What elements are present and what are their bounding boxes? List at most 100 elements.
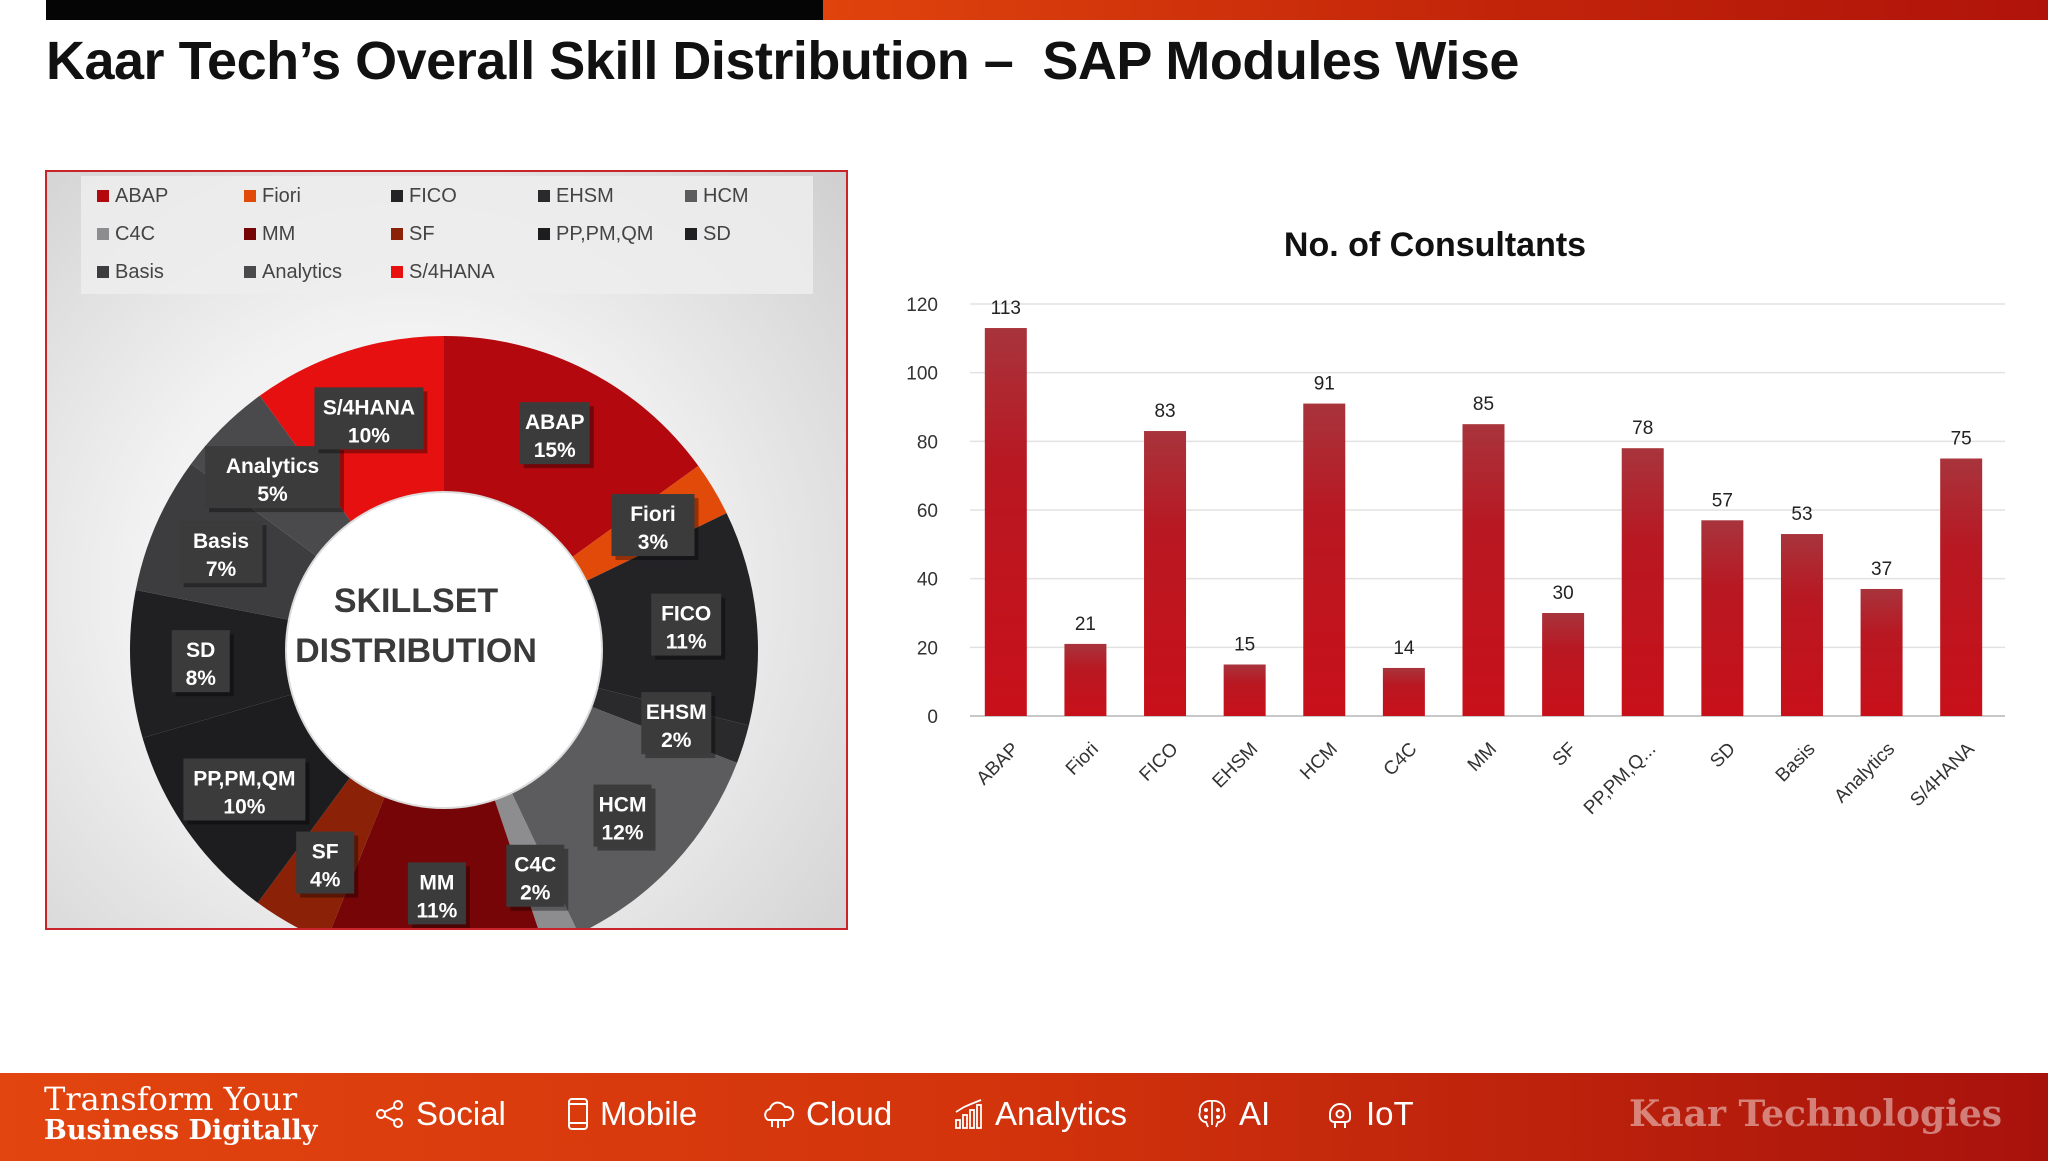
donut-data-label: S/4HANA 10% xyxy=(314,387,428,454)
y-tick-label: 20 xyxy=(917,638,938,659)
data-label-box xyxy=(641,692,712,755)
nav-mobile-label: Mobile xyxy=(600,1095,698,1132)
bar-s-4hana xyxy=(1940,458,1983,716)
data-label-percent: 11% xyxy=(666,631,707,654)
nav-ai-label: AI xyxy=(1239,1095,1271,1132)
legend-swatch xyxy=(391,190,403,202)
donut-data-label: Basis 7% xyxy=(179,521,267,588)
legend-label: FICO xyxy=(409,185,457,207)
donut-center-title: SKILLSET xyxy=(334,582,499,620)
analytics-icon xyxy=(955,1099,982,1129)
bar-value-label: 30 xyxy=(1553,583,1574,604)
legend-item: FICO xyxy=(391,185,457,207)
bar-value-label: 78 xyxy=(1632,418,1653,439)
legend-label: SF xyxy=(409,223,435,245)
x-tick-label: Fiori xyxy=(1062,739,1103,780)
data-label-name: PP,PM,QM xyxy=(193,767,295,790)
legend-item: Basis xyxy=(97,261,164,283)
data-label-box xyxy=(183,758,306,821)
data-label-percent: 3% xyxy=(638,531,669,554)
legend-label: C4C xyxy=(115,223,155,245)
data-label-percent: 10% xyxy=(348,424,390,447)
nav-social[interactable]: Social xyxy=(374,1095,506,1133)
data-label-box xyxy=(593,784,652,847)
data-label-box xyxy=(171,630,230,693)
bar-value-label: 85 xyxy=(1473,394,1494,415)
donut-data-label: Fiori 3% xyxy=(611,494,699,561)
footer-bar: Transform Your Business Digitally Social… xyxy=(0,1073,2048,1161)
legend-item: SD xyxy=(685,223,731,245)
y-tick-label: 0 xyxy=(927,707,938,728)
data-label-box xyxy=(179,521,263,584)
data-label-name: Analytics xyxy=(226,455,319,478)
legend-swatch xyxy=(244,228,256,240)
legend-item: EHSM xyxy=(538,185,614,207)
legend-item: S/4HANA xyxy=(391,261,495,283)
data-label-box xyxy=(205,446,341,509)
nav-analytics[interactable]: Analytics xyxy=(953,1095,1127,1133)
data-label-percent: 11% xyxy=(416,899,457,922)
legend-label: PP,PM,QM xyxy=(556,223,653,245)
x-tick-label: FICO xyxy=(1136,739,1183,786)
donut-chart: ABAP Fiori FICO EHSM HCM C4C MM SF PP,PM,QM SD Bas… xyxy=(81,176,813,928)
donut-data-label: FICO 11% xyxy=(651,593,726,660)
x-tick-label: SD xyxy=(1706,739,1740,773)
legend-item: MM xyxy=(244,223,295,245)
iot-icon xyxy=(1329,1103,1351,1128)
x-tick-label: PP,PM,Q... xyxy=(1580,739,1660,819)
legend-swatch xyxy=(391,228,403,240)
donut-hole xyxy=(287,493,601,807)
bar-value-label: 57 xyxy=(1712,490,1733,511)
x-tick-label: Basis xyxy=(1772,739,1820,787)
data-label-name: C4C xyxy=(514,854,556,877)
nav-iot[interactable]: IoT xyxy=(1324,1095,1414,1133)
data-label-name: HCM xyxy=(599,794,647,817)
data-label-name: MM xyxy=(419,871,454,894)
brain-icon xyxy=(1198,1099,1226,1128)
cloud-icon xyxy=(764,1101,795,1128)
legend-swatch xyxy=(244,266,256,278)
nav-ai[interactable]: AI xyxy=(1195,1095,1270,1133)
bar-fico xyxy=(1144,431,1187,716)
bar-sf xyxy=(1542,613,1585,716)
x-tick-label: S/4HANA xyxy=(1906,738,1979,811)
legend-swatch xyxy=(538,228,550,240)
bar-basis xyxy=(1780,534,1823,716)
data-label-box xyxy=(407,862,466,925)
data-label-percent: 15% xyxy=(534,439,576,462)
bar-hcm xyxy=(1303,403,1346,716)
bar-chart-panel: No. of Consultants 0 20 40 60 80 100 120 113 ABAP… xyxy=(870,200,2020,840)
data-label-percent: 12% xyxy=(602,822,644,845)
tagline-line2: Business Digitally xyxy=(44,1114,318,1146)
bar-value-label: 37 xyxy=(1871,559,1892,580)
data-label-percent: 7% xyxy=(206,558,237,581)
x-tick-label: HCM xyxy=(1296,739,1341,784)
footer-tagline: Transform Your Business Digitally xyxy=(44,1082,318,1146)
data-label-box xyxy=(506,844,565,907)
nav-mobile[interactable]: Mobile xyxy=(566,1095,697,1133)
data-label-percent: 4% xyxy=(310,869,341,892)
bar-ehsm xyxy=(1223,664,1266,716)
y-tick-label: 60 xyxy=(917,501,938,522)
legend-swatch xyxy=(685,190,697,202)
legend-item: SF xyxy=(391,223,435,245)
data-label-name: Basis xyxy=(193,530,249,553)
data-label-box xyxy=(296,831,355,894)
brand-logo-text: Kaar Technologies xyxy=(1629,1093,2002,1135)
nav-iot-label: IoT xyxy=(1366,1095,1414,1132)
legend-label: Fiori xyxy=(262,185,301,207)
top-accent-red xyxy=(823,0,2048,20)
legend-item: Analytics xyxy=(244,261,342,283)
bar-value-label: 83 xyxy=(1154,401,1175,422)
data-label-percent: 10% xyxy=(223,795,265,818)
bar-c4c xyxy=(1382,667,1425,716)
legend-swatch xyxy=(244,190,256,202)
legend-swatch xyxy=(391,266,403,278)
y-tick-label: 40 xyxy=(917,570,938,591)
legend-label: SD xyxy=(703,223,731,245)
nav-cloud[interactable]: Cloud xyxy=(760,1095,892,1133)
donut-data-label: Analytics 5% xyxy=(205,446,345,513)
donut-data-label: HCM 12% xyxy=(593,784,656,851)
legend-label: EHSM xyxy=(556,185,614,207)
